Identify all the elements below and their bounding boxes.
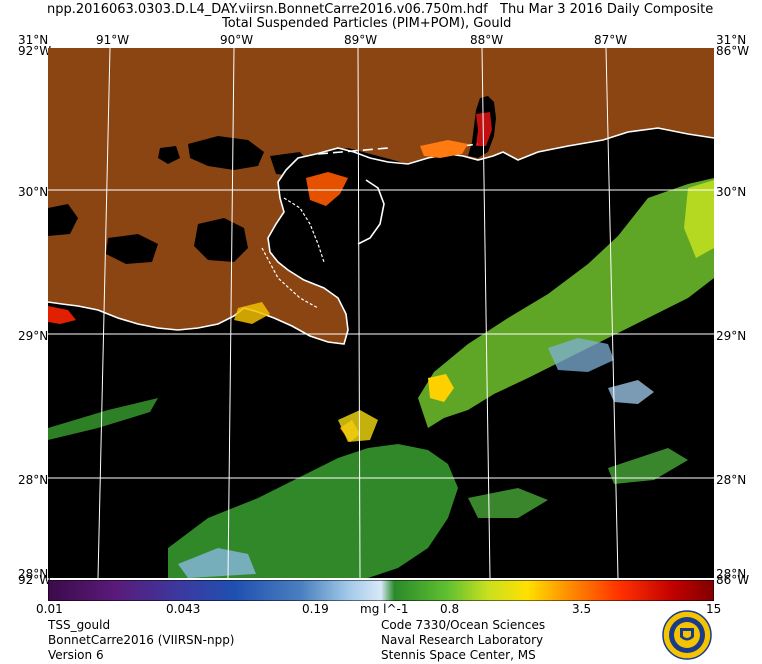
corner-lat-bottom-right: 28°N <box>716 567 747 581</box>
product-title: Total Suspended Particles (PIM+POM), Gou… <box>222 16 512 31</box>
chandeleur-islands <box>357 179 385 245</box>
seal-icon <box>662 610 712 660</box>
lon-label-91w: 91°W <box>96 33 130 47</box>
colorbar-tick-1: 0.043 <box>166 602 201 616</box>
footer-org-line1: Code 7330/Ocean Sciences <box>381 618 546 632</box>
meridian-88w <box>481 47 491 579</box>
offshore-yellow-green <box>684 180 714 258</box>
mid-green-streak <box>468 488 548 518</box>
plume-mississippi-sound <box>420 140 468 158</box>
colorbar <box>47 579 715 602</box>
offshore-blue-edge <box>548 338 614 372</box>
plume-terrebonne <box>48 306 76 324</box>
corner-lon-bottom-left: 92°W <box>18 573 52 587</box>
map-canvas <box>47 47 715 579</box>
footer-region: BonnetCarre2016 (VIIRSN-npp) <box>48 633 235 647</box>
lon-label-89w: 89°W <box>344 33 378 47</box>
colorbar-units: mg l^-1 <box>360 602 409 616</box>
colorbar-tick-2: 0.19 <box>302 602 329 616</box>
lat-label-left-29n: 29°N <box>18 329 49 343</box>
colorbar-svg <box>47 579 715 602</box>
footer-product-name: TSS_gould <box>48 618 111 632</box>
lon-label-90w: 90°W <box>220 33 254 47</box>
atchafalaya-waters <box>48 204 78 236</box>
offshore-green-field <box>418 178 714 428</box>
southwest-blue-patch <box>178 548 256 578</box>
corner-lat-top-right: 31°N <box>716 33 747 47</box>
corner-lon-top-left: 92°W <box>18 44 52 58</box>
colorbar-tick-0: 0.01 <box>36 602 63 616</box>
meridian-90w <box>227 47 235 579</box>
corner-lon-top-right: 86°W <box>716 44 750 58</box>
mobile-bay-plume <box>476 112 492 146</box>
footer-version: Version 6 <box>48 648 104 662</box>
lake-pontchartrain <box>188 136 264 170</box>
image-filename: npp.2016063.0303.D.L4_DAY.viirsn.BonnetC… <box>47 2 488 17</box>
offshore-yellow-spot <box>428 374 454 402</box>
offshore-scatter-blue <box>608 380 654 404</box>
footer-org-line2: Naval Research Laboratory <box>381 633 544 647</box>
east-green-streak <box>608 448 688 484</box>
nearshore-green-streak <box>48 398 158 440</box>
meridian-89w <box>357 47 361 579</box>
southwest-yellow-patch <box>338 410 378 442</box>
lake-maurepas <box>158 146 180 164</box>
footer-org-line3: Stennis Space Center, MS <box>381 648 536 662</box>
lat-label-right-29n: 29°N <box>716 329 747 343</box>
colorbar-tick-3: 0.8 <box>440 602 460 616</box>
colorbar-gradient <box>47 579 715 602</box>
delta-marsh-outline <box>261 197 325 309</box>
lon-label-87w: 87°W <box>594 33 628 47</box>
terrebonne-bay <box>106 234 158 264</box>
lat-label-right-28n: 28°N <box>716 473 747 487</box>
nrl-seal-logo <box>662 610 712 660</box>
satellite-map[interactable] <box>47 47 715 579</box>
lat-label-left-28n: 28°N <box>18 473 49 487</box>
meridian-87w <box>605 47 619 579</box>
land-mass <box>48 48 714 344</box>
colorbar-tick-5: 15 <box>706 602 722 616</box>
corner-lat-bottom-left: 28°N <box>18 567 49 581</box>
plume-bonnet-carre <box>306 172 348 206</box>
image-date: Thu Mar 3 2016 Daily Composite <box>500 2 714 17</box>
meridian-91w <box>97 47 111 579</box>
lat-label-left-30n: 30°N <box>18 185 49 199</box>
lat-label-right-30n: 30°N <box>716 185 747 199</box>
coastline <box>47 127 715 345</box>
barataria-bay <box>194 218 248 262</box>
corner-lon-bottom-right: 86°W <box>716 573 750 587</box>
corner-lat-top-left: 31°N <box>18 33 49 47</box>
plume-delta-yellow <box>234 302 270 324</box>
lon-label-88w: 88°W <box>470 33 504 47</box>
colorbar-tick-4: 3.5 <box>572 602 592 616</box>
graticule <box>48 47 714 579</box>
